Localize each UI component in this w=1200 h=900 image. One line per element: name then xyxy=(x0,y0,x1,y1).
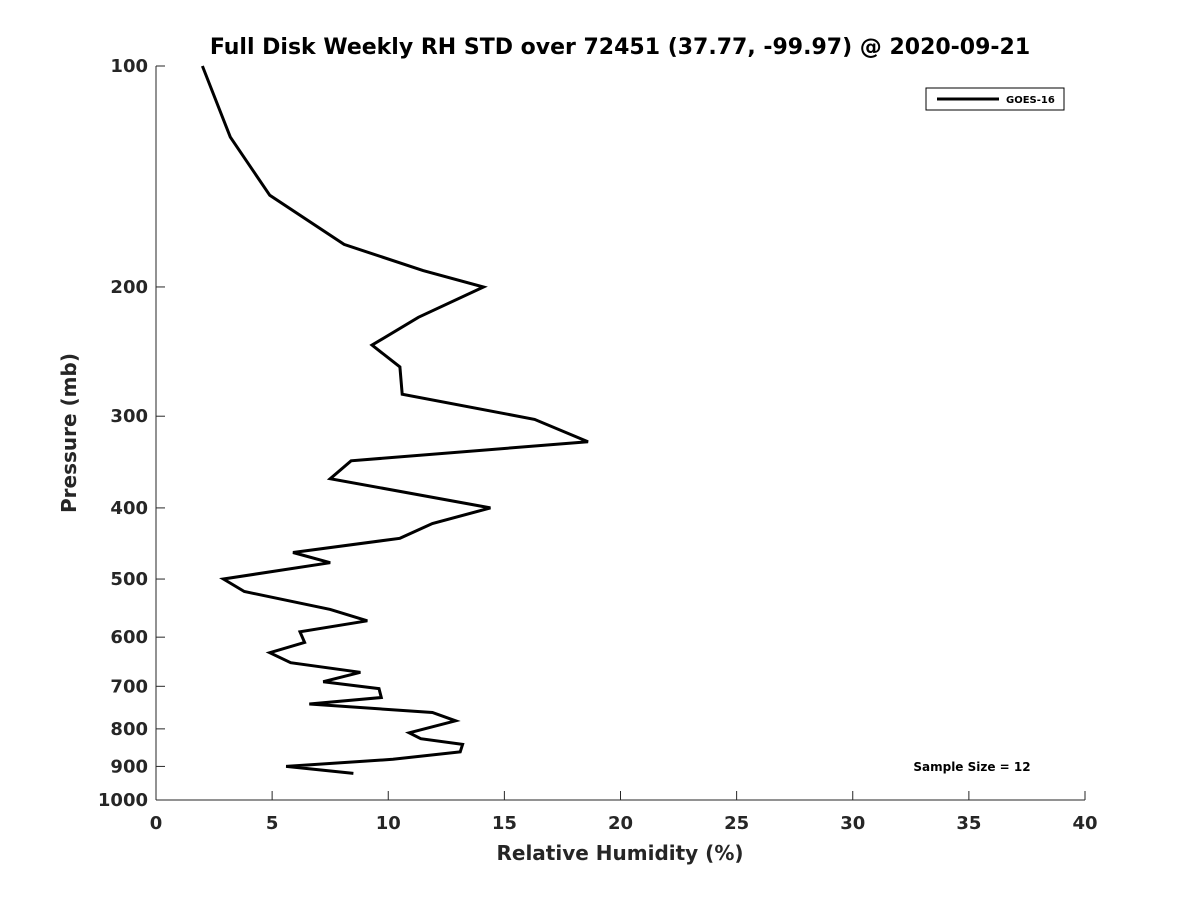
y-axis-label: Pressure (mb) xyxy=(57,353,81,513)
series-group xyxy=(201,65,589,775)
y-tick-label: 200 xyxy=(110,277,148,298)
y-tick-label: 900 xyxy=(110,756,148,777)
y-tick-label: 300 xyxy=(110,406,148,427)
y-tick-label: 500 xyxy=(110,569,148,590)
chart-title: Full Disk Weekly RH STD over 72451 (37.7… xyxy=(210,35,1030,60)
y-tick-label: 600 xyxy=(110,627,148,648)
x-tick-label: 40 xyxy=(1072,813,1097,834)
x-tick-label: 0 xyxy=(150,813,163,834)
x-tick-label: 20 xyxy=(608,813,633,834)
x-tick-label: 30 xyxy=(840,813,865,834)
axes: 0 5 10 15 20 25 30 35 40 100 200 300 400 500 600 700 800… xyxy=(98,56,1098,834)
x-tick-label: 35 xyxy=(956,813,981,834)
x-tick-label: 5 xyxy=(266,813,279,834)
y-tick-label: 800 xyxy=(110,719,148,740)
legend-label: GOES-16 xyxy=(1006,95,1055,106)
sample-size-annotation: Sample Size = 12 xyxy=(913,760,1030,774)
x-axis-label: Relative Humidity (%) xyxy=(496,841,743,865)
x-tick-label: 15 xyxy=(492,813,517,834)
y-tick-label: 1000 xyxy=(98,790,148,811)
y-tick-label: 400 xyxy=(110,498,148,519)
y-tick-label: 700 xyxy=(110,676,148,697)
x-tick-label: 10 xyxy=(376,813,401,834)
y-tick-label: 100 xyxy=(110,56,148,77)
legend: GOES-16 xyxy=(925,87,1065,111)
series-line xyxy=(201,65,589,775)
x-tick-label: 25 xyxy=(724,813,749,834)
